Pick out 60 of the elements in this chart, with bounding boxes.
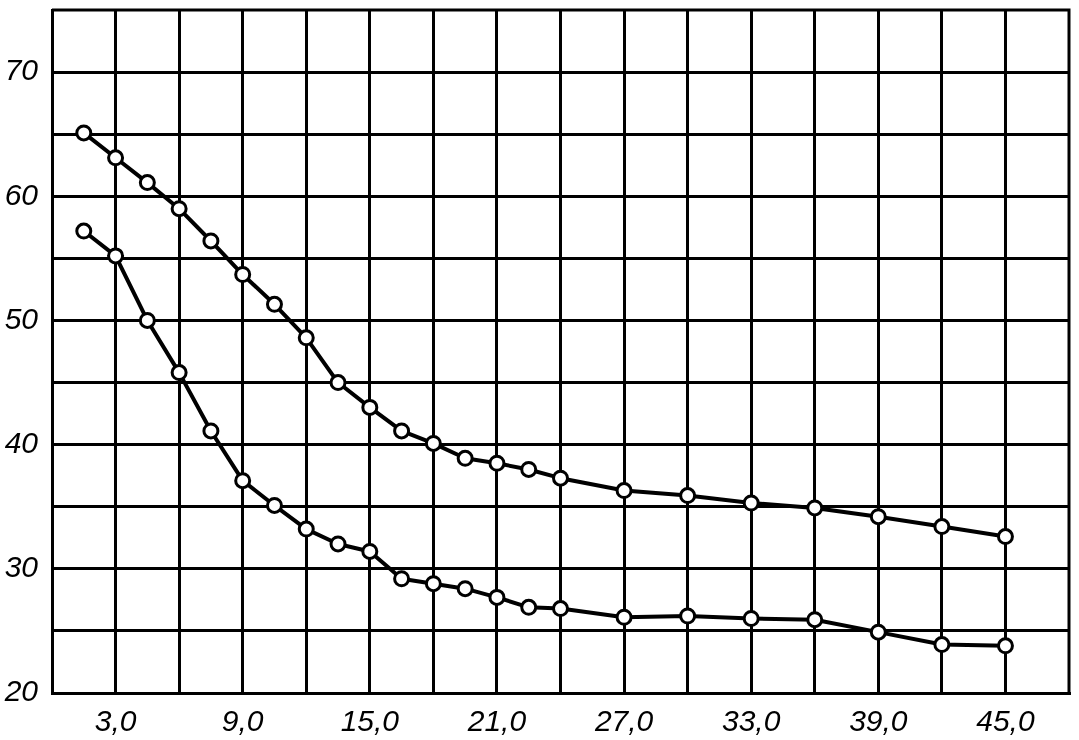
- point: [265, 295, 283, 313]
- y-tick-label: 60: [4, 177, 39, 211]
- point: [742, 494, 760, 512]
- point: [933, 518, 951, 536]
- point: [679, 607, 697, 625]
- point: [679, 487, 697, 505]
- point: [806, 499, 824, 517]
- point: [552, 469, 569, 487]
- point: [107, 247, 125, 265]
- x-tick-label: 9,0: [221, 704, 264, 738]
- point: [75, 222, 93, 240]
- y-tick-label: 20: [3, 674, 39, 708]
- point: [170, 200, 188, 218]
- point: [361, 542, 379, 560]
- x-tick-label: 21,0: [466, 704, 527, 738]
- point: [393, 570, 411, 588]
- point: [329, 374, 347, 392]
- x-tick-label: 39,0: [849, 704, 908, 738]
- point: [393, 422, 411, 440]
- point: [456, 449, 474, 467]
- point: [265, 496, 283, 514]
- point: [424, 434, 442, 452]
- x-tick-label: 33,0: [721, 704, 781, 738]
- point: [75, 124, 93, 142]
- point: [520, 460, 538, 478]
- point: [234, 266, 252, 284]
- y-tick-label: 50: [4, 301, 39, 335]
- point: [869, 623, 887, 641]
- point: [297, 520, 315, 538]
- point: [234, 472, 252, 490]
- y-tick-label: 30: [4, 550, 39, 584]
- point: [933, 636, 951, 654]
- point: [170, 364, 188, 382]
- point: [996, 528, 1014, 546]
- point: [806, 611, 824, 629]
- x-tick-label: 45,0: [976, 704, 1035, 738]
- point: [107, 149, 125, 167]
- point: [615, 482, 633, 500]
- point: [456, 580, 474, 598]
- x-tick-label: 15,0: [340, 704, 400, 738]
- point: [297, 329, 315, 347]
- point: [361, 398, 379, 416]
- point: [488, 588, 506, 606]
- point: [996, 637, 1014, 655]
- point: [138, 174, 156, 192]
- point: [202, 232, 220, 250]
- point: [552, 600, 569, 618]
- point: [424, 575, 442, 593]
- x-tick-label: 3,0: [94, 704, 137, 738]
- point: [615, 608, 633, 626]
- point: [138, 311, 156, 329]
- point: [520, 598, 538, 616]
- point: [202, 422, 220, 440]
- y-tick-label: 40: [4, 425, 39, 459]
- x-tick-label: 27,0: [593, 704, 654, 738]
- point: [329, 535, 347, 553]
- point: [742, 609, 760, 627]
- y-tick-label: 70: [4, 53, 39, 87]
- point: [869, 508, 887, 526]
- point: [488, 454, 506, 472]
